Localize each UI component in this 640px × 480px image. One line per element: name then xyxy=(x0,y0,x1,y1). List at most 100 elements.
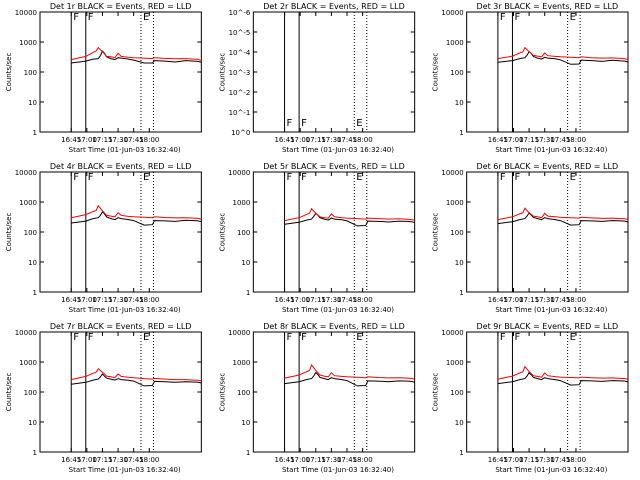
y-tick-label: 1 xyxy=(33,289,37,297)
chart-title: Det 4r BLACK = Events, RED = LLD xyxy=(50,162,192,171)
lld-series-line xyxy=(284,207,415,222)
y-tick-label: 1000 xyxy=(19,39,37,47)
x-tick-label: 17:30 xyxy=(108,136,128,144)
x-tick-label: 16:45 xyxy=(488,296,508,304)
y-tick-label: 1 xyxy=(33,129,37,137)
y-tick-label: 1000 xyxy=(446,359,464,367)
x-tick-label: 18:00 xyxy=(566,136,586,144)
lld-series-line xyxy=(71,204,202,220)
y-tick-label: 1 xyxy=(459,449,463,457)
chart-panel-1: Det 1r BLACK = Events, RED = LLD 10000 100… xyxy=(5,2,202,154)
x-tick-label: 17:45 xyxy=(124,456,144,464)
events-series-line xyxy=(71,50,202,64)
plot-frame xyxy=(39,11,202,133)
x-tick-label: 17:30 xyxy=(535,296,555,304)
x-tick-label: 17:45 xyxy=(337,456,357,464)
marker-letter: F xyxy=(73,172,79,183)
x-tick-label: 18:00 xyxy=(139,136,159,144)
x-tick-label: 18:00 xyxy=(353,136,373,144)
x-tick-label: 16:45 xyxy=(61,296,81,304)
x-tick-label: 16:45 xyxy=(488,456,508,464)
y-tick-label: 10 xyxy=(241,419,250,427)
lld-series-line xyxy=(71,46,202,62)
x-tick-label: 17:45 xyxy=(124,136,144,144)
lld-series-line xyxy=(497,365,629,380)
marker-letter: F xyxy=(514,172,520,183)
x-tick-label: 17:15 xyxy=(92,136,112,144)
x-axis-label: Start Time (01-Jun-03 16:32:40) xyxy=(495,306,607,314)
events-series-line xyxy=(284,212,415,227)
x-tick-label: 16:45 xyxy=(274,296,294,304)
x-tick-label: 17:00 xyxy=(77,456,97,464)
x-tick-label: 17:00 xyxy=(503,456,523,464)
marker-letter: F xyxy=(287,332,293,343)
y-tick-label: 10 xyxy=(28,259,37,267)
chart-title: Det 8r BLACK = Events, RED = LLD xyxy=(263,322,405,331)
y-tick-label: 100 xyxy=(24,389,37,397)
marker-letter: F xyxy=(301,332,307,343)
y-tick-label: 10000 xyxy=(228,329,250,337)
y-axis-label: Counts/sec xyxy=(218,53,226,92)
marker-letter: F xyxy=(500,12,506,23)
marker-letter: F xyxy=(500,332,506,343)
chart-title: Det 3r BLACK = Events, RED = LLD xyxy=(477,2,619,11)
x-tick-label: 17:30 xyxy=(321,136,341,144)
chart-panel-6: Det 6r BLACK = Events, RED = LLD 10000 100… xyxy=(432,162,629,314)
y-tick-label: 10^-4 xyxy=(229,49,251,57)
y-tick-label: 10 xyxy=(28,419,37,427)
x-tick-label: 17:00 xyxy=(77,136,97,144)
plot-frame xyxy=(252,11,416,133)
x-tick-label: 17:15 xyxy=(306,136,326,144)
x-axis-label: Start Time (01-Jun-03 16:32:40) xyxy=(282,146,394,154)
y-tick-label: 1000 xyxy=(446,39,464,47)
x-tick-label: 17:00 xyxy=(290,136,310,144)
y-tick-label: 10^-3 xyxy=(229,69,251,77)
x-tick-label: 17:30 xyxy=(108,456,128,464)
y-tick-label: 1 xyxy=(33,449,37,457)
x-tick-label: 17:30 xyxy=(108,296,128,304)
marker-letter: F xyxy=(88,172,94,183)
y-axis-label: Counts/sec xyxy=(5,53,13,92)
x-tick-label: 17:00 xyxy=(290,296,310,304)
y-tick-label: 10^-5 xyxy=(229,29,251,37)
y-tick-label: 100 xyxy=(24,229,37,237)
y-tick-label: 100 xyxy=(237,389,250,397)
x-tick-label: 17:45 xyxy=(337,136,357,144)
events-series-line xyxy=(497,50,629,65)
plot-frame xyxy=(466,11,629,133)
events-series-line xyxy=(71,210,202,226)
lld-series-line xyxy=(497,46,629,61)
y-tick-label: 10^-6 xyxy=(229,9,251,17)
x-tick-label: 17:15 xyxy=(519,456,539,464)
x-tick-label: 18:00 xyxy=(566,296,586,304)
y-tick-label: 10^0 xyxy=(231,129,250,137)
x-axis-label: Start Time (01-Jun-03 16:32:40) xyxy=(69,306,181,314)
y-tick-label: 10000 xyxy=(15,329,37,337)
chart-title: Det 6r BLACK = Events, RED = LLD xyxy=(477,162,619,171)
y-tick-label: 1000 xyxy=(233,199,251,207)
x-tick-label: 17:45 xyxy=(550,296,570,304)
x-axis-label: Start Time (01-Jun-03 16:32:40) xyxy=(69,466,181,474)
y-tick-label: 10 xyxy=(455,419,464,427)
y-tick-label: 10 xyxy=(241,259,250,267)
x-tick-label: 17:15 xyxy=(92,296,112,304)
x-tick-label: 18:00 xyxy=(139,296,159,304)
marker-letter: F xyxy=(301,172,307,183)
x-tick-label: 17:15 xyxy=(92,456,112,464)
x-tick-label: 17:45 xyxy=(550,136,570,144)
x-tick-label: 17:30 xyxy=(321,456,341,464)
events-series-line xyxy=(71,373,202,387)
y-tick-label: 1 xyxy=(246,289,250,297)
y-tick-label: 100 xyxy=(24,69,37,77)
marker-letter: F xyxy=(73,332,79,343)
x-tick-label: 18:00 xyxy=(139,456,159,464)
x-tick-label: 17:00 xyxy=(77,296,97,304)
x-tick-label: 17:45 xyxy=(550,456,570,464)
y-tick-label: 10^-1 xyxy=(229,109,251,117)
plot-frame xyxy=(39,331,202,453)
chart-panel-9: Det 9r BLACK = Events, RED = LLD 10000 100… xyxy=(432,322,629,474)
plot-frame xyxy=(466,331,629,453)
x-tick-label: 18:00 xyxy=(353,456,373,464)
y-tick-label: 1 xyxy=(246,449,250,457)
